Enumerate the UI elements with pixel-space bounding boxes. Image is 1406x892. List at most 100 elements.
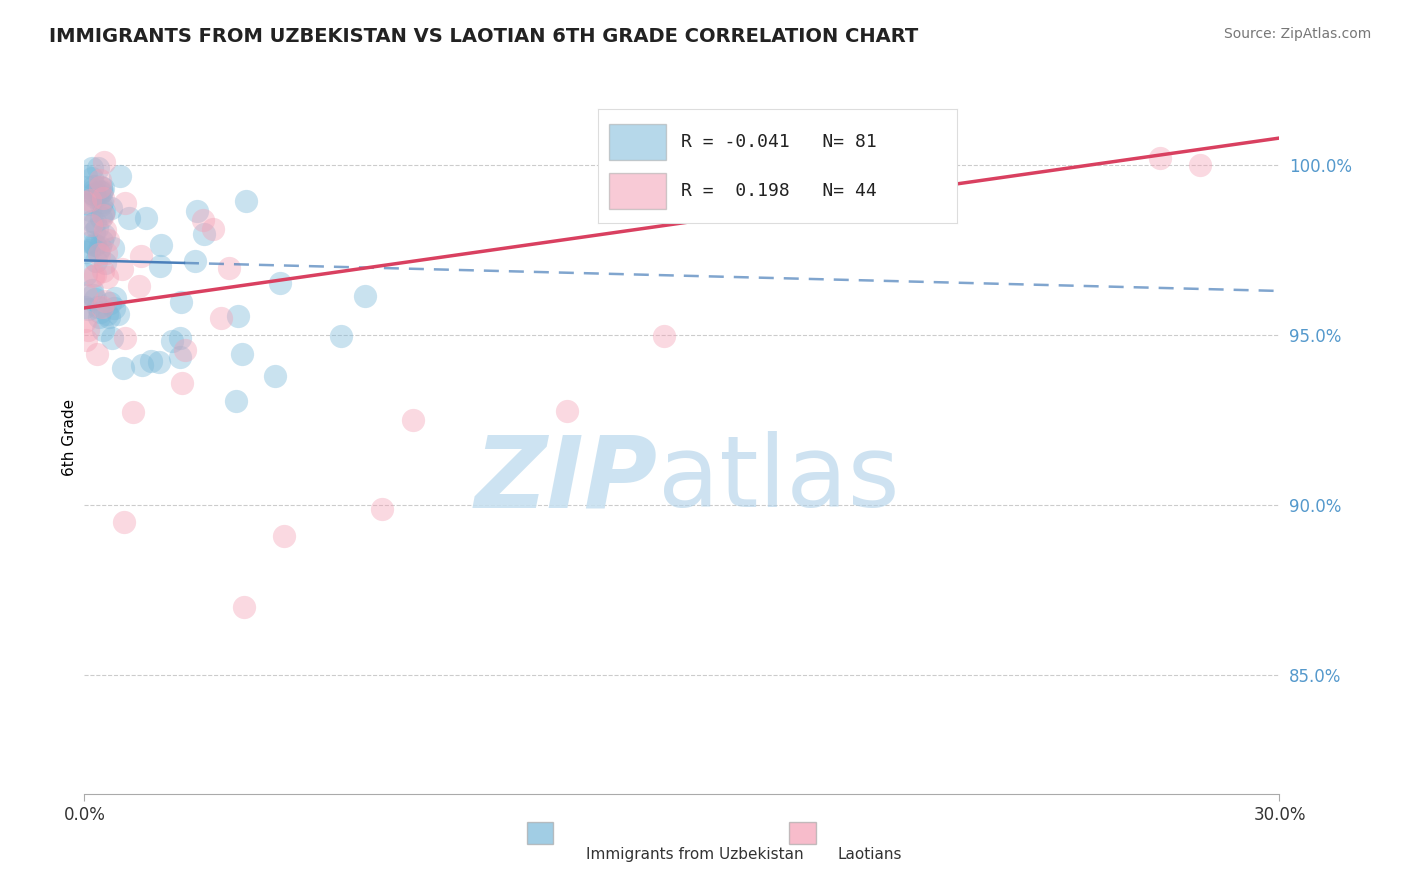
Point: [77, 196, 100, 211]
Point: [83, 186, 105, 201]
Point: [135, 211, 157, 226]
Point: [89, 239, 111, 253]
Point: [75, 267, 97, 281]
Point: [91, 323, 114, 337]
Point: [149, 260, 172, 274]
Point: [76, 180, 98, 194]
Point: [104, 291, 127, 305]
Point: [235, 194, 257, 208]
Point: [169, 350, 191, 364]
Point: [90, 211, 112, 225]
Point: [114, 195, 136, 210]
Point: [402, 413, 425, 427]
Point: [91, 184, 114, 198]
Point: [129, 249, 152, 263]
Point: [97, 233, 120, 247]
Point: [202, 222, 225, 236]
Text: IMMIGRANTS FROM UZBEKISTAN VS LAOTIAN 6TH GRADE CORRELATION CHART: IMMIGRANTS FROM UZBEKISTAN VS LAOTIAN 6T…: [49, 27, 918, 45]
Point: [354, 289, 377, 303]
Point: [170, 294, 193, 309]
Text: Source: ZipAtlas.com: Source: ZipAtlas.com: [1223, 27, 1371, 41]
Point: [226, 309, 249, 323]
Point: [90, 198, 112, 212]
Point: [93, 155, 115, 169]
Point: [89, 173, 111, 187]
Point: [111, 360, 134, 375]
Point: [371, 501, 394, 516]
Point: [131, 358, 153, 372]
Point: [1188, 158, 1211, 172]
Point: [94, 256, 117, 270]
FancyBboxPatch shape: [790, 822, 815, 844]
Point: [80, 218, 103, 232]
Point: [103, 301, 125, 315]
Point: [82, 287, 104, 301]
Point: [86, 347, 108, 361]
Point: [169, 331, 191, 345]
Point: [94, 223, 117, 237]
Point: [86, 254, 108, 268]
Point: [77, 302, 100, 317]
Point: [83, 189, 105, 203]
Text: Immigrants from Uzbekistan: Immigrants from Uzbekistan: [586, 847, 804, 863]
Point: [91, 264, 114, 278]
Point: [652, 328, 675, 343]
Point: [114, 331, 136, 345]
Point: [75, 244, 97, 259]
Point: [90, 185, 112, 199]
Point: [110, 169, 132, 183]
Point: [94, 246, 117, 260]
Point: [77, 323, 100, 337]
Point: [87, 161, 110, 176]
Point: [75, 287, 97, 301]
Point: [174, 343, 197, 358]
Point: [128, 279, 150, 293]
Text: ZIP: ZIP: [475, 432, 658, 528]
Point: [80, 214, 103, 228]
Point: [98, 296, 121, 310]
Point: [79, 203, 101, 218]
Point: [90, 300, 112, 314]
Point: [101, 241, 124, 255]
Point: [273, 529, 295, 543]
Point: [89, 304, 111, 318]
Point: [73, 313, 96, 327]
Point: [80, 161, 103, 175]
Point: [191, 212, 214, 227]
Point: [83, 183, 105, 197]
Point: [82, 187, 104, 202]
Point: [75, 194, 97, 209]
Point: [141, 353, 163, 368]
Point: [170, 376, 193, 391]
Point: [93, 227, 115, 242]
Point: [184, 254, 207, 268]
Point: [193, 227, 215, 241]
Point: [75, 333, 97, 347]
Point: [87, 188, 110, 202]
Point: [73, 300, 96, 314]
Point: [218, 260, 240, 275]
Point: [148, 355, 170, 369]
Point: [96, 306, 118, 320]
Point: [89, 180, 111, 194]
FancyBboxPatch shape: [527, 822, 553, 844]
Point: [83, 178, 105, 193]
Point: [87, 246, 110, 260]
Point: [91, 235, 114, 249]
Point: [91, 209, 114, 223]
Point: [118, 211, 141, 226]
Point: [96, 269, 118, 284]
Point: [84, 215, 107, 229]
Point: [86, 220, 108, 235]
Point: [80, 171, 103, 186]
Point: [90, 179, 112, 194]
Point: [93, 191, 115, 205]
Text: atlas: atlas: [658, 432, 900, 528]
Point: [149, 237, 172, 252]
Point: [87, 184, 110, 198]
Point: [75, 169, 97, 184]
Point: [225, 393, 247, 408]
Point: [111, 262, 134, 277]
Point: [89, 310, 111, 324]
Point: [83, 225, 105, 239]
